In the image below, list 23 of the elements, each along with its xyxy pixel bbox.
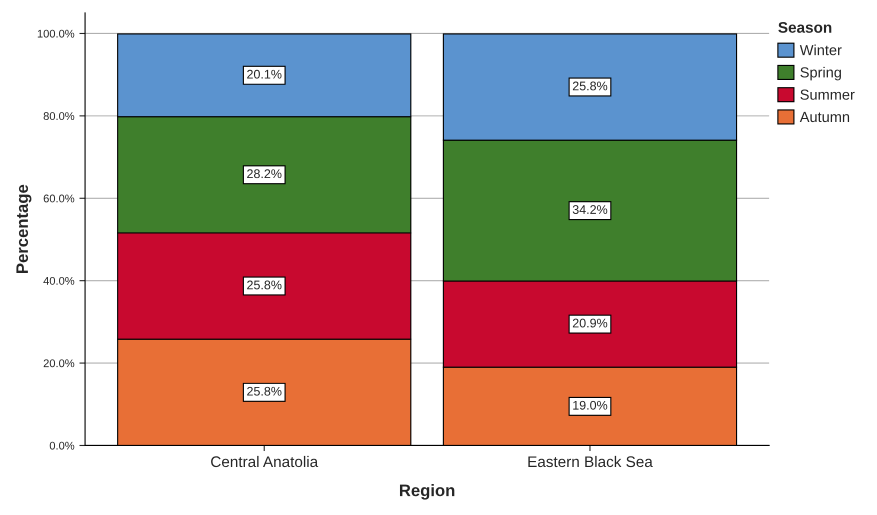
legend-label: Spring <box>800 66 841 80</box>
data-label: 25.8% <box>572 82 608 90</box>
legend-title: Season <box>778 22 832 33</box>
y-tick-label: 100.0% <box>38 30 74 38</box>
y-axis-title: Percentage <box>16 184 32 273</box>
data-label: 20.1% <box>247 70 282 79</box>
y-tick-label: 20.0% <box>44 359 74 368</box>
data-label: 25.8% <box>247 386 282 396</box>
data-label: 19.0% <box>573 400 608 410</box>
x-axis-title: Region <box>400 484 454 500</box>
y-tick-label: 80.0% <box>44 112 74 120</box>
x-tick-label: Eastern Black Sea <box>528 456 653 468</box>
legend-label: Winter <box>800 44 842 56</box>
data-label: 25.8% <box>247 280 282 290</box>
data-label: 20.9% <box>572 318 608 328</box>
y-tick-label: 60.0% <box>44 194 74 202</box>
y-tick-label: 40.0% <box>43 276 74 285</box>
data-label: 28.2% <box>247 169 282 178</box>
x-tick-label: Central Anatolia <box>211 456 318 468</box>
legend-label: Summer <box>800 89 855 100</box>
y-tick-label: 0.0% <box>50 442 74 450</box>
legend-label: Autumn <box>800 112 850 122</box>
data-label: 34.2% <box>572 205 608 214</box>
